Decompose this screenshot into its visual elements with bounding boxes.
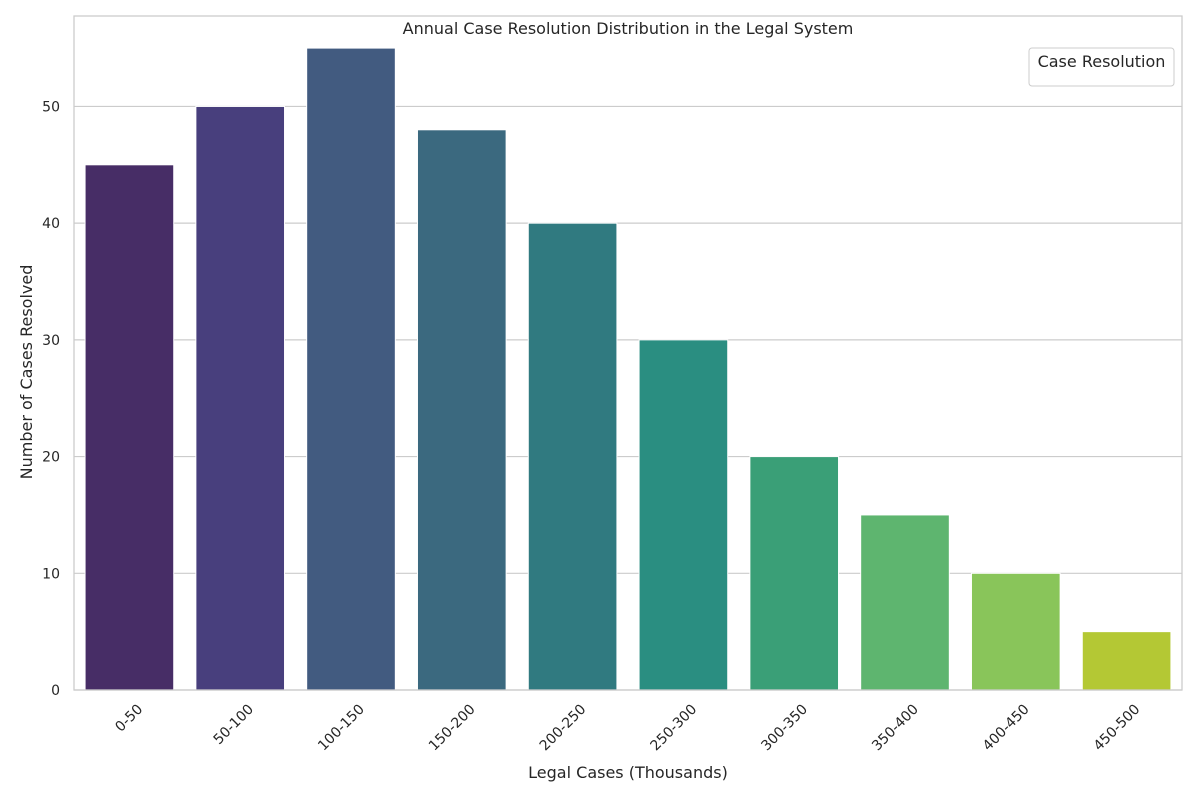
y-tick-label: 50	[42, 99, 60, 115]
y-tick-label: 10	[42, 566, 60, 582]
bar-150-200	[416, 129, 507, 691]
bar-0-50	[84, 164, 175, 691]
x-axis-label: Legal Cases (Thousands)	[528, 763, 728, 782]
bars	[84, 47, 1172, 691]
legend-box	[1028, 47, 1175, 87]
bar-400-450	[970, 572, 1061, 691]
y-tick-labels: 0 10 20 30 40 50	[42, 99, 60, 699]
chart-title: Annual Case Resolution Distribution in t…	[403, 19, 854, 38]
y-tick-label: 40	[42, 216, 60, 232]
bar-250-300	[638, 339, 729, 691]
bar-350-400	[860, 514, 950, 691]
bar-300-350	[749, 456, 840, 691]
bar-50-100	[195, 105, 286, 691]
plot-frame	[73, 15, 1183, 691]
legend-title: Case Resolution	[1038, 52, 1166, 71]
bar-200-250	[527, 222, 618, 691]
y-axis-label: Number of Cases Resolved	[17, 265, 36, 480]
legend: Case Resolution	[1028, 47, 1175, 87]
bar-100-150	[306, 47, 396, 691]
y-tick-label: 0	[51, 683, 60, 699]
y-tick-label: 30	[42, 333, 60, 349]
y-tick-label: 20	[42, 450, 60, 466]
bar-450-500	[1081, 631, 1172, 691]
